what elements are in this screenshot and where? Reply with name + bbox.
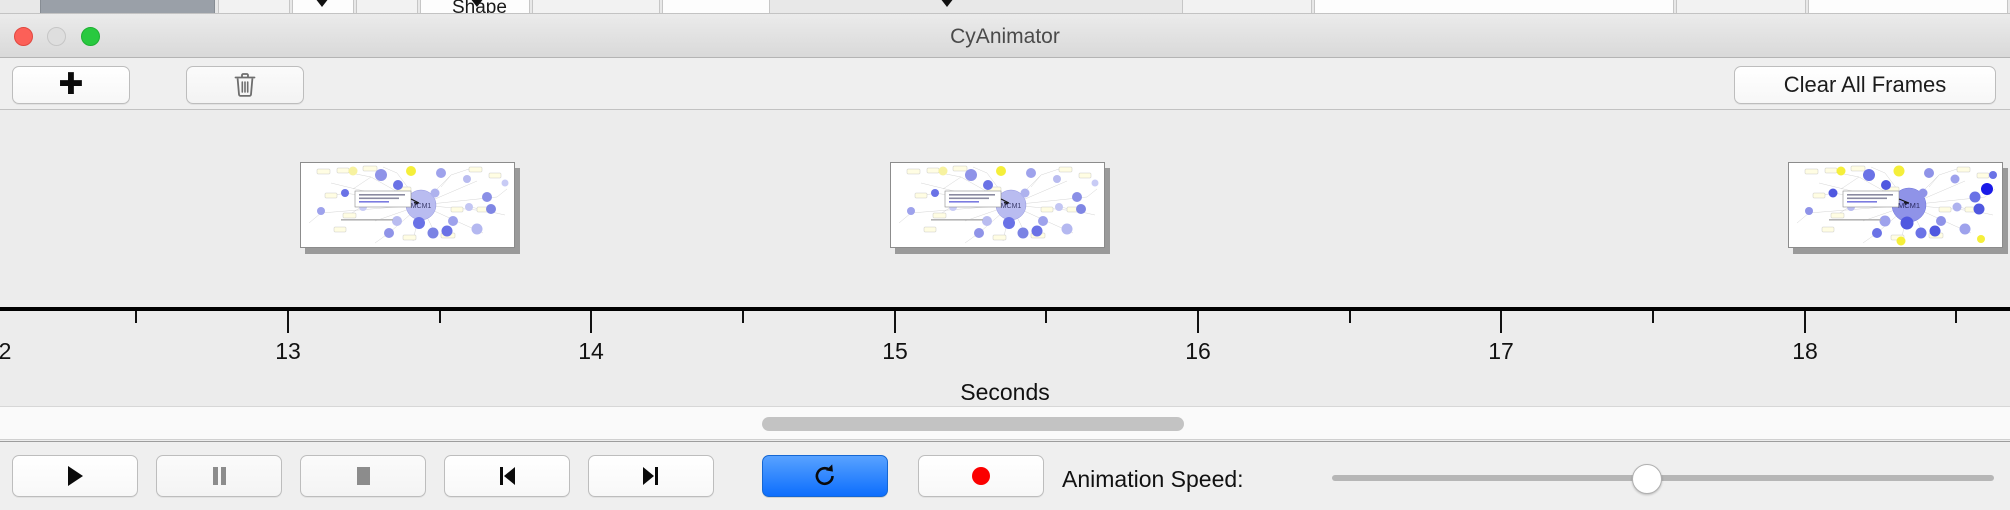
- animation-speed-slider-track[interactable]: [1332, 475, 1994, 481]
- close-button[interactable]: [14, 27, 33, 46]
- background-tab-8: [1182, 0, 1312, 13]
- background-caret-3-icon: [940, 0, 954, 7]
- clear-all-frames-label: Clear All Frames: [1783, 72, 1947, 97]
- pause-icon: [213, 467, 226, 485]
- background-shape-label: Shape: [452, 0, 507, 14]
- axis-tick-major: [287, 311, 289, 333]
- timeline-axis: [0, 307, 2010, 311]
- axis-tick-minor: [1955, 311, 1957, 323]
- svg-text:MCM1: MCM1: [411, 203, 432, 210]
- axis-tick-major: [1500, 311, 1502, 333]
- add-frame-button[interactable]: ✚: [12, 66, 130, 104]
- stop-button[interactable]: [300, 455, 426, 497]
- record-button[interactable]: [918, 455, 1044, 497]
- minimize-button[interactable]: [47, 27, 67, 46]
- background-tab-4: [356, 0, 418, 13]
- skip-to-start-button[interactable]: [444, 455, 570, 497]
- window-controls: [14, 27, 110, 51]
- axis-tick-minor: [135, 311, 137, 323]
- axis-tick-minor: [742, 311, 744, 323]
- background-app-strip: Shape: [0, 0, 2010, 14]
- trash-icon: [234, 73, 256, 97]
- background-tab-9: [1314, 0, 1674, 13]
- background-tab-1: [40, 0, 215, 13]
- network-graph: MCM1: [1796, 165, 1997, 246]
- background-rule: [0, 13, 2010, 14]
- record-icon: [972, 467, 990, 485]
- background-tab-7: [662, 0, 770, 13]
- background-tab-2: [218, 0, 290, 13]
- skip-to-end-icon: [643, 467, 658, 485]
- delete-frame-button[interactable]: [186, 66, 304, 104]
- axis-title: Seconds: [960, 379, 1050, 405]
- background-caret-2-icon: [470, 0, 484, 7]
- frame-thumbnail-network: MCM1: [890, 162, 1105, 248]
- svg-text:MCM1: MCM1: [1001, 203, 1022, 210]
- axis-tick-major: [1197, 311, 1199, 333]
- frame-thumbnail-network: MCM1: [300, 162, 515, 248]
- background-tab-6: [532, 0, 660, 13]
- timeline-scrollbar[interactable]: [0, 406, 2010, 440]
- timeline-panel[interactable]: MCM1: [0, 110, 2010, 406]
- background-caret-icon: [315, 0, 329, 7]
- window-title: CyAnimator: [950, 25, 1060, 48]
- frame-thumbnails: MCM1: [0, 110, 2010, 307]
- skip-to-end-button[interactable]: [588, 455, 714, 497]
- stop-icon: [357, 467, 370, 485]
- axis-tick-minor: [1652, 311, 1654, 323]
- background-tab-11: [1808, 0, 2008, 13]
- network-graph: MCM1: [898, 165, 1099, 244]
- pause-button[interactable]: [156, 455, 282, 497]
- animation-speed-label: Animation Speed:: [1062, 466, 1244, 492]
- axis-tick-minor: [1045, 311, 1047, 323]
- animation-speed-slider-thumb[interactable]: [1632, 464, 1662, 494]
- axis-label: 15: [882, 338, 908, 364]
- playback-bar: Animation Speed:: [0, 441, 2010, 510]
- timeline-frame[interactable]: MCM1: [890, 162, 1110, 254]
- skip-to-start-icon: [500, 467, 515, 485]
- title-bar: CyAnimator: [0, 14, 2010, 58]
- toolbar: ✚ Clear All Frames: [0, 58, 2010, 110]
- play-button[interactable]: [12, 455, 138, 497]
- axis-tick-minor: [439, 311, 441, 323]
- axis-tick-major: [1804, 311, 1806, 333]
- loop-icon: [815, 464, 834, 486]
- background-tab-10: [1676, 0, 1806, 13]
- axis-tick-major: [590, 311, 592, 333]
- scrollbar-thumb[interactable]: [762, 417, 1184, 431]
- svg-text:MCM1: MCM1: [1898, 201, 1920, 210]
- plus-icon: ✚: [58, 67, 84, 102]
- axis-label: 2: [0, 338, 12, 364]
- frame-thumbnail-network: MCM1: [1788, 162, 2003, 248]
- axis-tick-minor: [1349, 311, 1351, 323]
- clear-all-frames-button[interactable]: Clear All Frames: [1734, 66, 1996, 104]
- axis-label: 16: [1185, 338, 1211, 364]
- play-icon: [68, 466, 83, 486]
- axis-label: 18: [1792, 338, 1818, 364]
- timeline-frame[interactable]: MCM1: [1788, 162, 2008, 254]
- axis-label: 13: [275, 338, 301, 364]
- maximize-button[interactable]: [80, 27, 100, 46]
- axis-tick-major: [894, 311, 896, 333]
- network-graph: MCM1: [308, 165, 509, 244]
- timeline-frame[interactable]: MCM1: [300, 162, 520, 254]
- loop-button[interactable]: [762, 455, 888, 497]
- axis-label: 14: [578, 338, 604, 364]
- axis-label: 17: [1488, 338, 1514, 364]
